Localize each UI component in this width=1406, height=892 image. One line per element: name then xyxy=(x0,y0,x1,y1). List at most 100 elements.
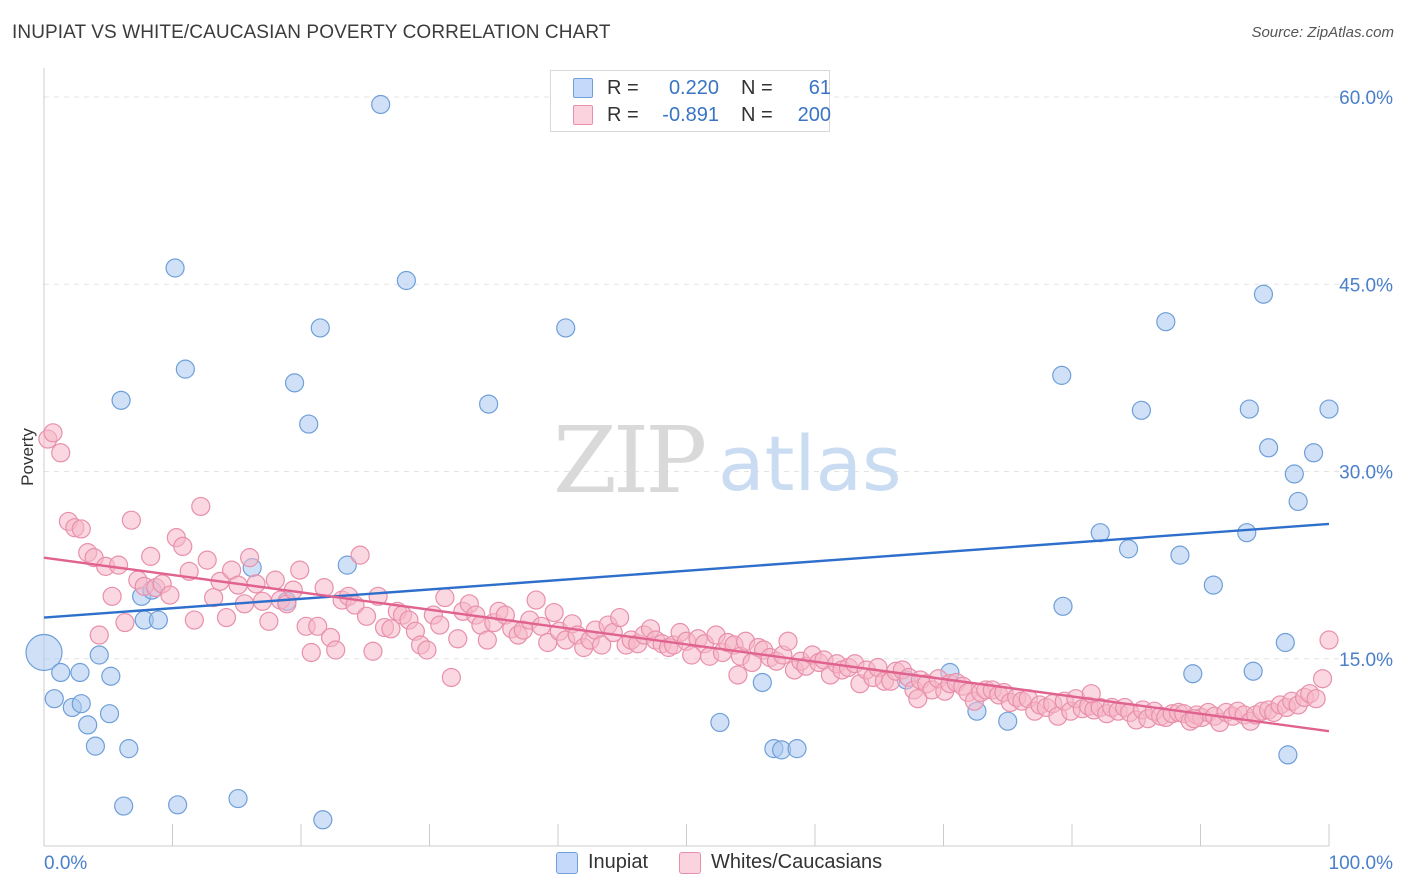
data-point xyxy=(778,631,798,651)
data-point xyxy=(184,610,204,630)
data-point xyxy=(435,587,455,608)
data-point xyxy=(70,662,90,683)
data-point xyxy=(752,672,772,693)
data-point xyxy=(1118,539,1139,559)
axis-labels: 15.0% 30.0% 45.0% 60.0% 0.0% 100.0% Poverty xyxy=(18,88,1393,874)
data-point xyxy=(43,423,63,443)
watermark-zip: ZIP xyxy=(553,407,704,514)
data-point xyxy=(51,443,71,463)
data-point xyxy=(259,611,279,631)
data-point xyxy=(1239,399,1259,419)
data-point xyxy=(998,711,1018,731)
stats-legend-row-inupiat: R = 0.220 N = 61 xyxy=(573,75,831,101)
series-name: Inupiat xyxy=(588,851,649,873)
data-point xyxy=(1278,745,1298,765)
data-point xyxy=(168,795,188,815)
data-point xyxy=(165,258,185,278)
data-point xyxy=(240,548,260,568)
data-point xyxy=(313,810,333,830)
data-point xyxy=(1312,669,1333,689)
legend-swatch-inupiat xyxy=(573,78,593,98)
data-point xyxy=(197,550,217,570)
data-point xyxy=(89,645,109,665)
data-point xyxy=(526,590,546,610)
data-point xyxy=(1156,312,1176,332)
data-point xyxy=(1253,284,1274,304)
data-point xyxy=(51,662,71,683)
data-point xyxy=(544,602,564,623)
data-point xyxy=(1303,443,1324,463)
data-point xyxy=(1306,689,1326,709)
data-point xyxy=(228,788,248,809)
trend-lines xyxy=(43,522,1330,733)
stats-legend: R = 0.220 N = 61 R = -0.891 N = 200 xyxy=(550,70,831,132)
data-point xyxy=(265,570,285,590)
n-value: 61 xyxy=(808,76,831,99)
data-point xyxy=(1183,664,1203,684)
data-point xyxy=(1319,630,1339,650)
data-point xyxy=(610,607,630,628)
legend-swatch-whites xyxy=(679,851,701,874)
r-value: 0.220 xyxy=(668,76,719,99)
data-point xyxy=(204,587,224,608)
data-point xyxy=(216,607,237,628)
data-point xyxy=(1275,632,1295,653)
data-point xyxy=(396,270,416,291)
data-point xyxy=(556,318,576,338)
data-point xyxy=(25,633,63,672)
trend-line-inupiat xyxy=(43,522,1330,619)
data-point xyxy=(356,606,377,626)
data-point xyxy=(787,739,807,759)
series-legend-inupiat[interactable]: Inupiat xyxy=(556,851,648,874)
data-point xyxy=(299,414,319,434)
data-point xyxy=(301,642,321,663)
data-point xyxy=(326,640,346,660)
data-point xyxy=(160,585,180,605)
data-point xyxy=(710,712,730,733)
r-label: R = xyxy=(607,103,639,126)
data-point xyxy=(448,629,468,649)
data-point xyxy=(119,739,139,759)
stats-legend-row-whites: R = -0.891 N = 200 xyxy=(573,102,831,128)
data-point xyxy=(44,689,64,709)
data-point xyxy=(1131,400,1151,420)
data-point xyxy=(363,641,383,661)
data-point xyxy=(175,359,195,379)
data-point xyxy=(441,667,461,688)
data-point xyxy=(477,630,497,650)
data-point xyxy=(430,615,450,635)
data-point xyxy=(108,555,129,575)
trend-line-whites xyxy=(43,556,1330,733)
y-axis-title: Poverty xyxy=(18,428,37,486)
data-point xyxy=(1284,464,1304,484)
data-point xyxy=(85,736,106,756)
data-point xyxy=(173,536,193,557)
data-point xyxy=(121,510,141,530)
data-point xyxy=(99,704,120,724)
data-point xyxy=(371,94,391,115)
data-point xyxy=(284,373,305,393)
data-point xyxy=(1259,438,1279,458)
n-value: 200 xyxy=(797,103,831,126)
chart-title: INUPIAT VS WHITE/CAUCASIAN POVERTY CORRE… xyxy=(12,22,611,43)
legend-swatch-inupiat xyxy=(556,851,578,874)
data-point xyxy=(111,390,131,410)
y-tick-label: 15.0% xyxy=(1339,650,1393,671)
data-point xyxy=(1319,399,1339,419)
y-tick-label: 45.0% xyxy=(1339,275,1393,296)
data-point xyxy=(114,796,134,816)
y-tick-label: 30.0% xyxy=(1339,463,1393,484)
data-point xyxy=(310,318,330,338)
data-point xyxy=(417,640,437,660)
data-point xyxy=(89,625,109,645)
data-point xyxy=(381,619,401,639)
series-legend: Inupiat Whites/Caucasians xyxy=(0,851,1406,877)
data-point xyxy=(350,545,370,565)
x-tick-label: 100.0% xyxy=(1329,853,1394,874)
series-legend-whites[interactable]: Whites/Caucasians xyxy=(679,851,882,874)
data-point xyxy=(102,586,122,606)
n-label: N = xyxy=(741,103,773,126)
data-point xyxy=(1053,596,1073,616)
source-label: Source: ZipAtlas.com xyxy=(1251,24,1394,41)
